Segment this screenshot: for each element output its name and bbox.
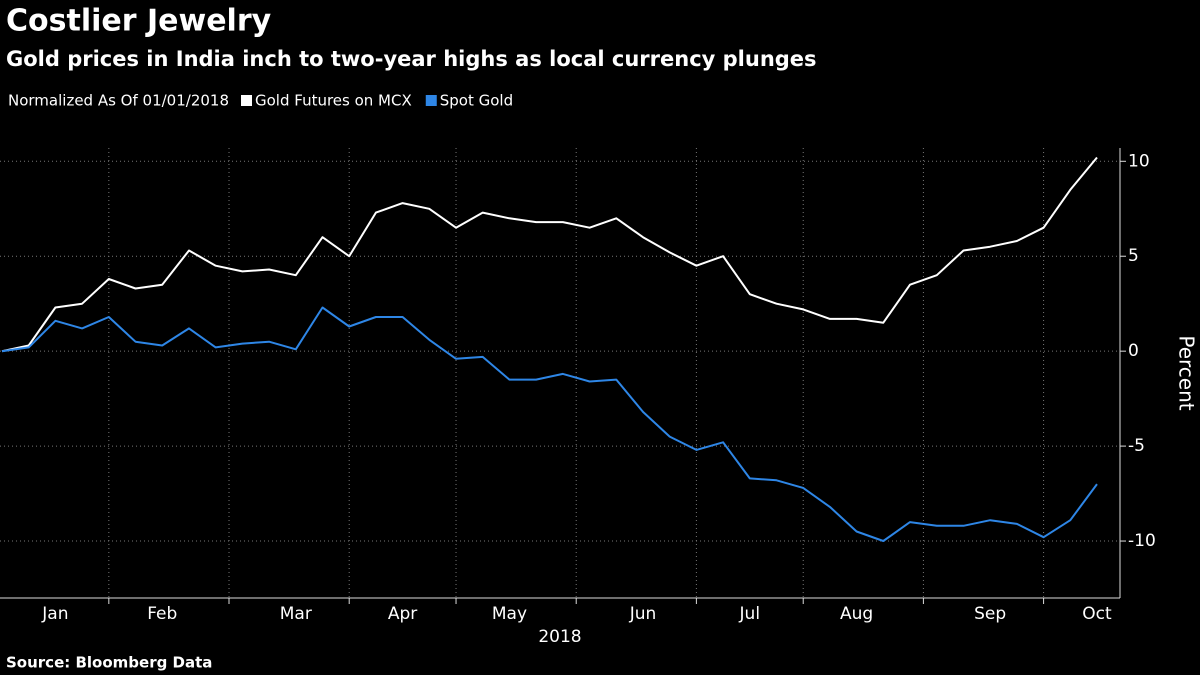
legend-label: Gold Futures on MCX (255, 92, 412, 110)
x-tick-label: Jun (629, 604, 657, 624)
x-tick-label: Jul (739, 604, 761, 624)
legend-label: Spot Gold (440, 92, 513, 110)
legend-title: Normalized As Of 01/01/2018 (8, 92, 229, 110)
x-tick-label: Oct (1082, 604, 1112, 624)
x-tick-label: Feb (147, 604, 177, 624)
legend-swatch (425, 95, 437, 106)
x-tick-label: Jan (41, 604, 68, 624)
source: Source: Bloomberg Data (6, 654, 212, 672)
chart-subtitle: Gold prices in India inch to two-year hi… (6, 47, 817, 71)
x-tick-label: Sep (974, 604, 1006, 624)
legend-swatch (241, 95, 252, 106)
x-tick-label: Apr (388, 604, 417, 624)
y-tick-label: 5 (1128, 246, 1139, 266)
y-axis-label: Percent (1175, 335, 1199, 410)
x-tick-label: May (492, 604, 527, 624)
y-tick-label: 10 (1128, 151, 1150, 171)
x-axis-label: 2018 (538, 627, 581, 647)
x-tick-label: Aug (840, 604, 873, 624)
series-line (1, 306, 1098, 542)
y-tick-label: -10 (1128, 531, 1156, 551)
series-line (1, 156, 1098, 353)
chart-title: Costlier Jewelry (6, 4, 272, 39)
y-tick-label: -5 (1128, 436, 1145, 456)
x-tick-label: Mar (280, 604, 312, 624)
y-tick-label: 0 (1128, 341, 1139, 361)
